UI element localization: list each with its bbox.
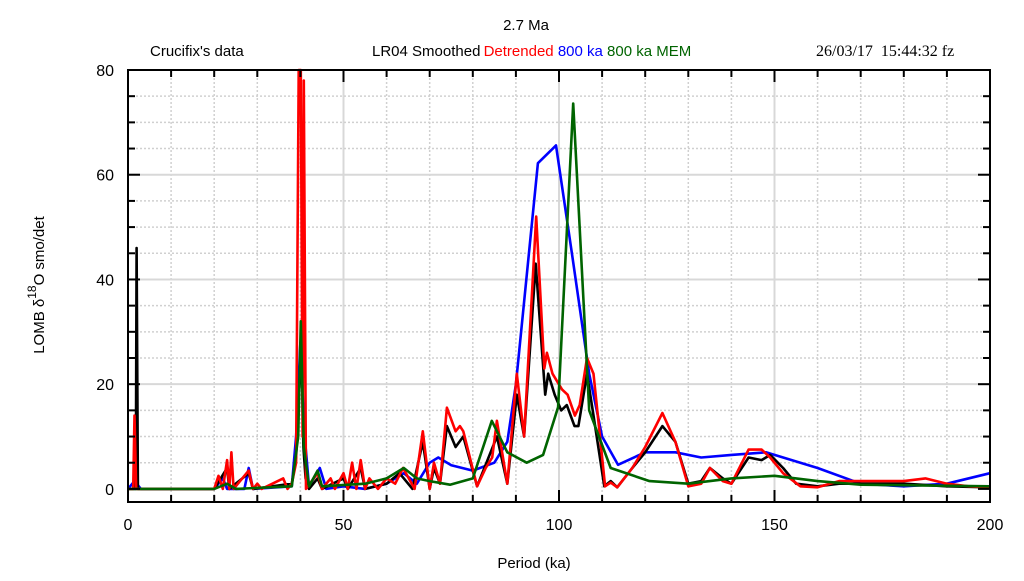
x-tick-label: 100: [546, 517, 573, 534]
x-axis-label: Period (ka): [497, 555, 570, 572]
chart-title: 2.7 Ma: [503, 17, 550, 34]
series-lines: [127, 68, 991, 491]
series-line-detrended: [128, 68, 991, 491]
series-line-800-ka-mem: [128, 102, 991, 491]
legend-800ka: 800 ka: [558, 43, 604, 60]
x-tick-label: 150: [761, 517, 788, 534]
y-axis-label: LOMB δ18O smo/det: [25, 215, 48, 353]
y-tick-label: 60: [96, 168, 114, 185]
tick-labels: 0 50 100 150 200 0 20 40 60 80: [96, 63, 1003, 534]
x-tick-label: 0: [124, 517, 133, 534]
legend-detrended: Detrended: [484, 43, 554, 60]
timestamp: 26/03/17 15:44:32 fz: [816, 43, 954, 60]
x-tick-label: 50: [335, 517, 353, 534]
grid: [128, 70, 990, 502]
x-tick-label: 200: [977, 517, 1004, 534]
axis-ticks: [127, 69, 991, 502]
y-label-superscript: 18: [25, 285, 39, 299]
y-tick-label: 40: [96, 272, 114, 289]
y-tick-label: 80: [96, 63, 114, 80]
legend: LR04 Smoothed Detrended 800 ka 800 ka ME…: [372, 43, 691, 60]
legend-lr04-smoothed: LR04 Smoothed: [372, 43, 480, 60]
y-label-part: O smo/det: [31, 215, 48, 285]
legend-800ka-mem: 800 ka MEM: [607, 43, 691, 60]
y-label-part: LOMB δ: [31, 299, 48, 354]
y-tick-label: 0: [105, 482, 114, 499]
left-note: Crucifix's data: [150, 43, 244, 60]
y-tick-label: 20: [96, 377, 114, 394]
